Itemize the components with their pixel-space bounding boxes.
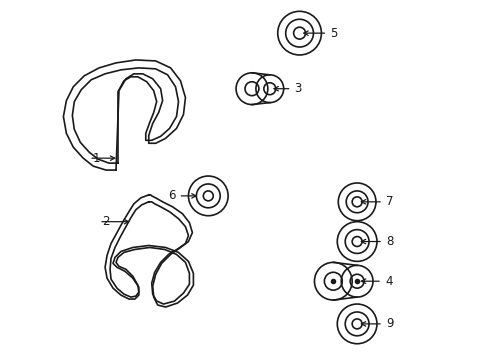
Text: 6: 6 [168,189,175,202]
Text: 4: 4 [384,275,391,288]
Text: 2: 2 [102,215,109,228]
Text: 1: 1 [92,152,100,165]
Text: 3: 3 [294,82,302,95]
Text: 5: 5 [330,27,337,40]
Text: 7: 7 [385,195,392,208]
Text: 9: 9 [385,318,392,330]
Text: 8: 8 [385,235,392,248]
